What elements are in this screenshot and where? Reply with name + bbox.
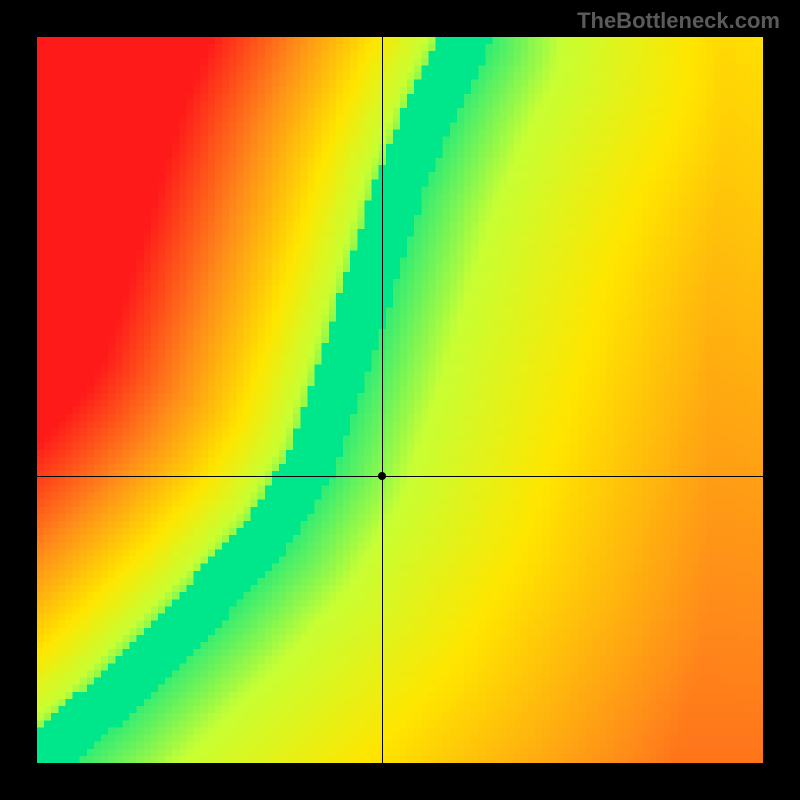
chart-container: TheBottleneck.com [0, 0, 800, 800]
crosshair-vertical [382, 37, 383, 763]
crosshair-marker [378, 472, 386, 480]
watermark-text: TheBottleneck.com [577, 8, 780, 34]
plot-area [37, 37, 763, 763]
heatmap-canvas [37, 37, 763, 763]
crosshair-horizontal [37, 476, 763, 477]
